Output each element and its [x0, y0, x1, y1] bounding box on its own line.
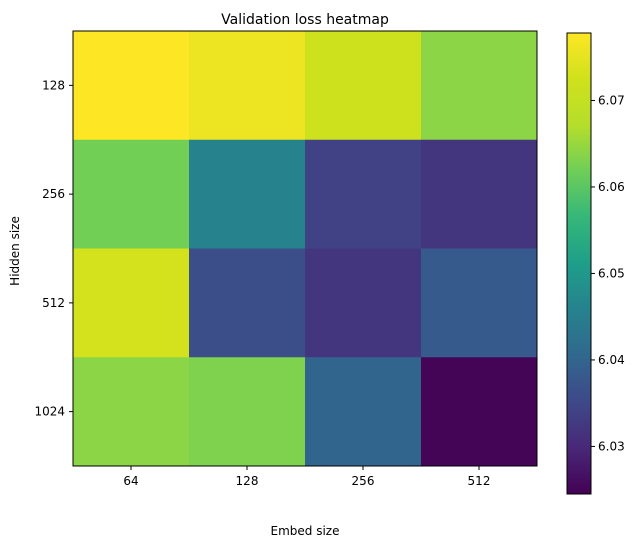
- colorbar-tick-label: 6.03: [598, 439, 625, 453]
- heatmap-cell: [73, 31, 190, 141]
- heatmap-cell: [73, 357, 190, 467]
- x-axis: 64 128 256 512: [123, 466, 490, 488]
- y-axis-label: Hidden size: [8, 216, 22, 286]
- y-tick-label: 128: [42, 78, 65, 92]
- y-tick-label: 256: [42, 187, 65, 201]
- heatmap-cell: [421, 357, 538, 467]
- x-tick-label: 64: [123, 474, 138, 488]
- colorbar-tick-label: 6.07: [598, 93, 625, 107]
- y-tick-label: 1024: [34, 405, 65, 419]
- y-tick-label: 512: [42, 296, 65, 310]
- heatmap-cell: [421, 248, 538, 358]
- x-axis-label: Embed size: [271, 524, 340, 538]
- x-tick-label: 512: [468, 474, 491, 488]
- x-tick-label: 256: [352, 474, 375, 488]
- y-axis: 128 256 512 1024: [34, 78, 73, 419]
- heatmap-cell: [73, 248, 190, 358]
- x-tick-label: 128: [236, 474, 259, 488]
- chart-title: Validation loss heatmap: [221, 12, 389, 28]
- colorbar-bar: [566, 32, 592, 495]
- colorbar-tick-label: 6.04: [598, 353, 625, 367]
- heatmap-cell: [305, 31, 422, 141]
- heatmap-cell: [305, 139, 422, 249]
- heatmap-cell: [305, 357, 422, 467]
- heatmap-cell: [189, 139, 306, 249]
- colorbar: 6.03 6.04 6.05 6.06 6.07: [566, 32, 625, 495]
- heatmap-cell: [421, 139, 538, 249]
- heatmap-cell: [189, 357, 306, 467]
- colorbar-tick-label: 6.06: [598, 180, 625, 194]
- plot-frame: [72, 30, 538, 467]
- heatmap-cell: [73, 139, 190, 249]
- heatmap-cell: [189, 31, 306, 141]
- heatmap-cell: [305, 248, 422, 358]
- heatmap-cell: [421, 31, 538, 141]
- heatmap-cell: [189, 248, 306, 358]
- colorbar-tick-label: 6.05: [598, 266, 625, 280]
- heatmap-cells: [72, 30, 538, 467]
